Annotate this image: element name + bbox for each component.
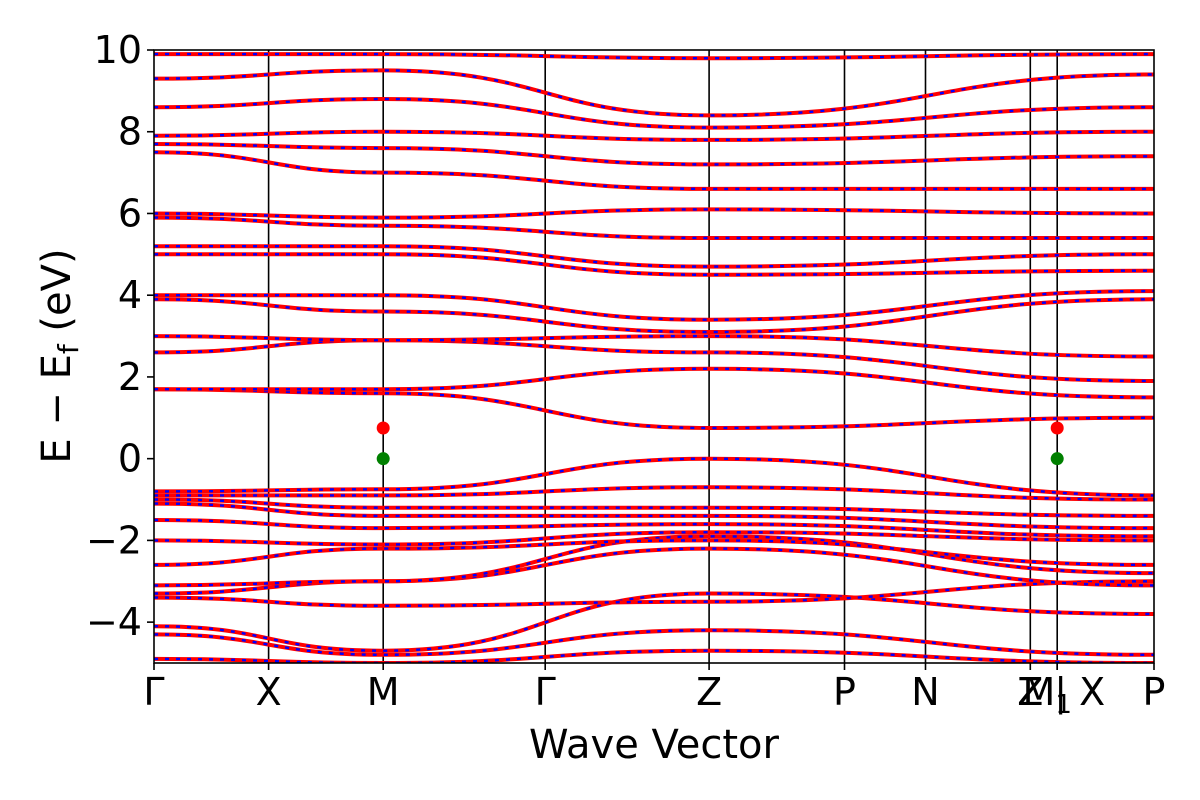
band-line [154, 150, 1154, 191]
band-line-dashed [154, 142, 1154, 166]
x-tick-label: | X [1054, 670, 1105, 715]
y-axis-label-subscript: f [52, 343, 85, 354]
y-tick-label: 0 [118, 437, 142, 481]
x-tick-label: X [256, 670, 282, 714]
plot-background [154, 50, 1154, 663]
band-lines [154, 52, 1154, 663]
band-line-dashed [154, 367, 1154, 399]
band-line-dashed [154, 649, 1154, 663]
vbm-marker [1050, 452, 1064, 466]
y-tick-label: 8 [118, 110, 142, 154]
vbm-marker [376, 452, 390, 466]
band-line-dashed [154, 502, 1154, 530]
band-line-dashed [154, 216, 1154, 240]
x-tick-label: M1 [1023, 670, 1072, 720]
y-axis-label-main: E − E [34, 354, 80, 464]
band-line [154, 297, 1154, 335]
y-tick-label: −4 [86, 600, 142, 644]
band-line-dashed [154, 535, 1154, 587]
x-tick-label: Γ [535, 670, 556, 714]
y-tick-label: 6 [118, 191, 142, 235]
band-line-dashed [154, 518, 1154, 538]
x-tick-label: N [911, 670, 939, 714]
band-line-dashed [154, 457, 1154, 497]
band-line [154, 289, 1154, 322]
cbm-marker [376, 421, 390, 435]
y-axis-label-spacer [34, 332, 80, 345]
band-line [154, 538, 1154, 567]
x-axis-label: Wave Vector [529, 722, 780, 768]
band-edge-markers [376, 421, 1064, 466]
band-line-dashed [154, 592, 1154, 652]
cbm-marker [1050, 421, 1064, 435]
x-tick-label: M [367, 670, 400, 714]
x-tick-label: Z [1017, 670, 1043, 714]
y-axis-label-unit: (eV) [34, 248, 80, 331]
band-line-dashed [154, 486, 1154, 501]
x-tick-label: Z [696, 670, 722, 714]
band-line-dashed [154, 208, 1154, 219]
band-line-dashed [154, 253, 1154, 277]
band-line-dashed [154, 498, 1154, 518]
y-tick-label: 2 [118, 355, 142, 399]
y-tick-label: 10 [94, 28, 142, 72]
band-line-dashed [154, 547, 1154, 595]
band-line-dashed [154, 334, 1154, 358]
band-line-dashed [154, 130, 1154, 142]
plot-frame [153, 49, 1155, 664]
band-line-dashed [154, 52, 1154, 60]
x-tick-label: Γ [143, 670, 164, 714]
y-axis-ticks: −4 −2 0 2 4 6 8 10 [86, 28, 154, 644]
band-line-dashed [154, 580, 1154, 608]
y-axis-label: E − Ef (eV) [34, 248, 85, 463]
x-tick-label-subscript: 1 [1055, 690, 1072, 720]
y-tick-label: −2 [86, 518, 142, 562]
band-line-dashed [154, 530, 1154, 546]
band-line [154, 96, 1154, 130]
y-tick-label: 4 [118, 273, 142, 317]
band-line-dashed [154, 388, 1154, 430]
band-line-dashed [154, 629, 1154, 657]
x-tick-label: P [833, 670, 856, 714]
x-tick-label: P [1143, 670, 1166, 714]
band-line-dashed [154, 69, 1154, 117]
band-line-dashed [154, 245, 1154, 268]
band-line-dashed [154, 338, 1154, 383]
